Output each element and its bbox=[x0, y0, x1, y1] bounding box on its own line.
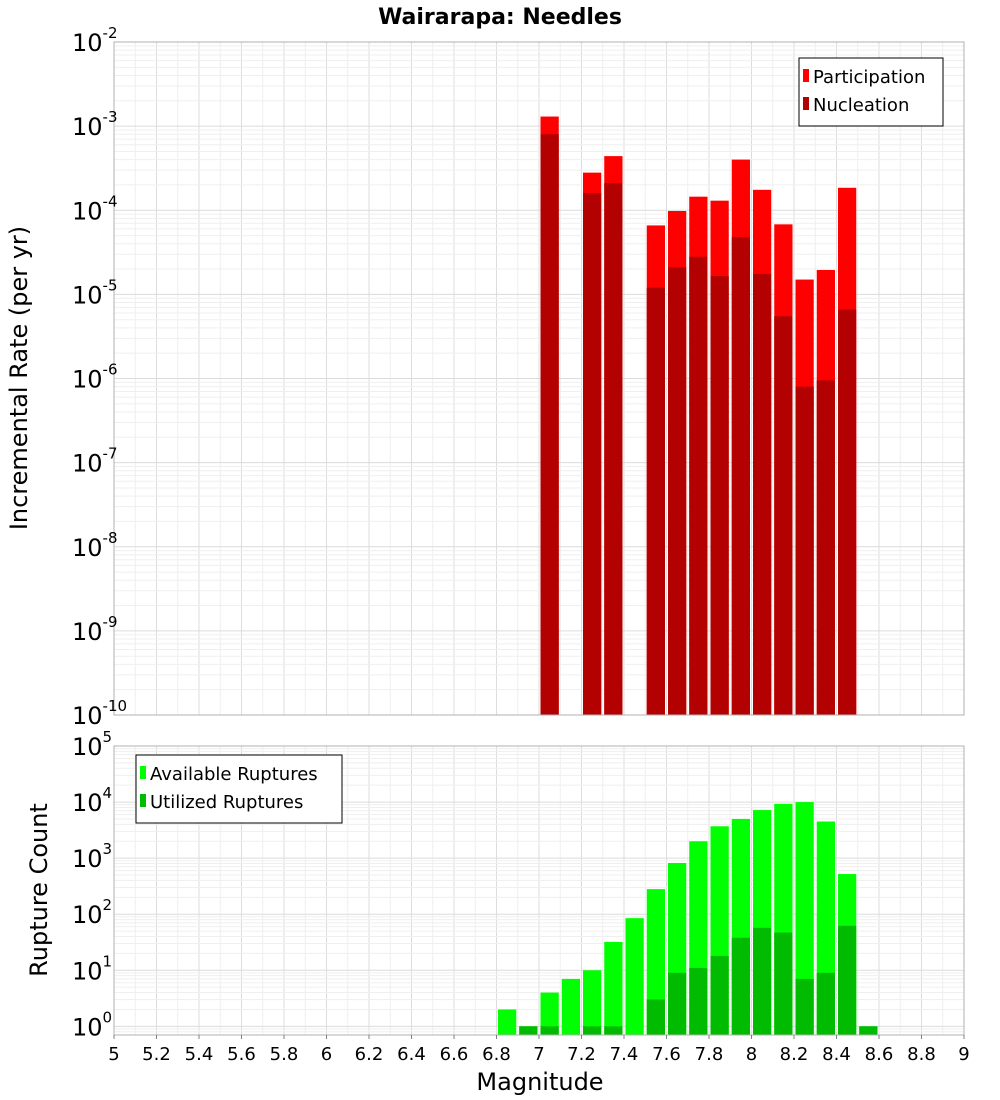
x-tick-label: 8.6 bbox=[865, 1044, 894, 1065]
y-tick-label: 10-2 bbox=[72, 24, 118, 57]
y-tick-label: 10-8 bbox=[72, 529, 118, 562]
bar-nucleation bbox=[753, 273, 772, 715]
y-tick-label: 10-7 bbox=[72, 445, 118, 478]
x-tick-label: 7.2 bbox=[567, 1044, 596, 1065]
bar-utilized-ruptures bbox=[583, 1026, 602, 1035]
y-tick-label: 10-10 bbox=[72, 697, 127, 730]
y-tick-label: 103 bbox=[72, 840, 112, 873]
bar-available-ruptures bbox=[561, 978, 580, 1035]
legend-entry: Utilized Ruptures bbox=[150, 792, 303, 813]
bar-utilized-ruptures bbox=[774, 932, 793, 1035]
bar-utilized-ruptures bbox=[838, 925, 857, 1035]
top-plot-frame bbox=[113, 41, 965, 716]
bar-nucleation bbox=[668, 267, 687, 715]
legend-entry: Participation bbox=[813, 67, 925, 88]
legend-swatch bbox=[140, 766, 146, 779]
legend-swatch bbox=[140, 794, 146, 807]
bar-nucleation bbox=[774, 316, 793, 715]
bar-utilized-ruptures bbox=[816, 972, 835, 1035]
bar-available-ruptures bbox=[498, 1009, 517, 1035]
bar-nucleation bbox=[540, 134, 559, 715]
rupture-count-panel: 105 104 103 102 101 100 5 5.2 5.4 5.6 5.8 6 6.2 6.4 6… bbox=[25, 728, 970, 1096]
bar-nucleation bbox=[583, 193, 602, 716]
bar-utilized-ruptures bbox=[710, 955, 729, 1035]
top-y-axis-label: Incremental Rate (per yr) bbox=[5, 226, 33, 530]
x-tick-label: 8.4 bbox=[822, 1044, 851, 1065]
legend-entry: Nucleation bbox=[813, 95, 909, 116]
x-tick-label: 6 bbox=[321, 1044, 332, 1065]
bar-nucleation bbox=[646, 287, 665, 715]
bottom-legend: Available Ruptures Utilized Ruptures bbox=[135, 754, 343, 824]
bar-available-ruptures bbox=[604, 941, 623, 1035]
bar-utilized-ruptures bbox=[540, 1026, 559, 1035]
y-tick-label: 10-9 bbox=[72, 613, 118, 646]
legend-entry: Available Ruptures bbox=[150, 764, 318, 785]
x-tick-label: 8.8 bbox=[907, 1044, 936, 1065]
bar-utilized-ruptures bbox=[859, 1026, 878, 1035]
bar-nucleation bbox=[816, 380, 835, 715]
bar-nucleation bbox=[689, 256, 708, 715]
legend-box bbox=[135, 754, 343, 824]
legend-box bbox=[798, 57, 944, 127]
x-tick-label: 8 bbox=[746, 1044, 757, 1065]
bar-utilized-ruptures bbox=[731, 937, 750, 1035]
y-tick-label: 104 bbox=[72, 784, 112, 817]
y-tick-label: 101 bbox=[72, 952, 112, 985]
x-tick-label: 5.4 bbox=[185, 1044, 214, 1065]
x-tick-label: 7.8 bbox=[695, 1044, 724, 1065]
y-tick-label: 10-6 bbox=[72, 361, 118, 394]
bar-nucleation bbox=[604, 183, 623, 715]
x-tick-label: 6.6 bbox=[440, 1044, 469, 1065]
bar-available-ruptures bbox=[540, 992, 559, 1035]
bar-utilized-ruptures bbox=[753, 927, 772, 1035]
x-tick-label: 6.4 bbox=[397, 1044, 426, 1065]
bar-nucleation bbox=[710, 276, 729, 715]
x-tick-label: 5.8 bbox=[270, 1044, 299, 1065]
incremental-rate-panel: 10-2 10-3 10-4 10-5 10-6 10-7 10-8 10-9 10-10 In… bbox=[5, 24, 965, 730]
bar-available-ruptures bbox=[625, 918, 644, 1035]
x-tick-label: 5 bbox=[108, 1044, 119, 1065]
bar-utilized-ruptures bbox=[689, 967, 708, 1035]
bar-nucleation bbox=[795, 386, 814, 715]
legend-swatch bbox=[803, 69, 809, 82]
bar-utilized-ruptures bbox=[646, 999, 665, 1035]
x-tick-label: 5.6 bbox=[227, 1044, 256, 1065]
x-axis-label: Magnitude bbox=[476, 1068, 603, 1096]
x-tick-label: 7 bbox=[533, 1044, 544, 1065]
bar-available-ruptures bbox=[646, 889, 665, 1035]
x-tick-label: 9 bbox=[958, 1044, 969, 1065]
bar-nucleation bbox=[731, 237, 750, 715]
legend-swatch bbox=[803, 97, 809, 110]
x-tick-label: 7.6 bbox=[652, 1044, 681, 1065]
x-tick-label: 6.8 bbox=[482, 1044, 511, 1065]
bar-nucleation bbox=[838, 309, 857, 715]
bar-utilized-ruptures bbox=[604, 1026, 623, 1035]
top-legend: Participation Nucleation bbox=[798, 57, 944, 127]
bottom-y-axis-label: Rupture Count bbox=[25, 803, 53, 977]
y-tick-label: 10-4 bbox=[72, 192, 118, 225]
x-tick-label: 5.2 bbox=[142, 1044, 171, 1065]
x-tick-label: 7.4 bbox=[610, 1044, 639, 1065]
bar-utilized-ruptures bbox=[668, 972, 687, 1035]
y-tick-label: 100 bbox=[72, 1008, 112, 1041]
y-tick-label: 10-5 bbox=[72, 276, 118, 309]
y-tick-label: 10-3 bbox=[72, 108, 118, 141]
x-tick-label: 8.2 bbox=[780, 1044, 809, 1065]
bar-available-ruptures bbox=[795, 802, 814, 1035]
x-tick-label: 6.2 bbox=[355, 1044, 384, 1065]
bar-available-ruptures bbox=[583, 970, 602, 1035]
chart-title: Wairarapa: Needles bbox=[378, 5, 622, 30]
bar-utilized-ruptures bbox=[519, 1026, 538, 1035]
y-tick-label: 102 bbox=[72, 896, 112, 929]
bar-utilized-ruptures bbox=[795, 978, 814, 1035]
y-tick-label: 105 bbox=[72, 728, 112, 761]
